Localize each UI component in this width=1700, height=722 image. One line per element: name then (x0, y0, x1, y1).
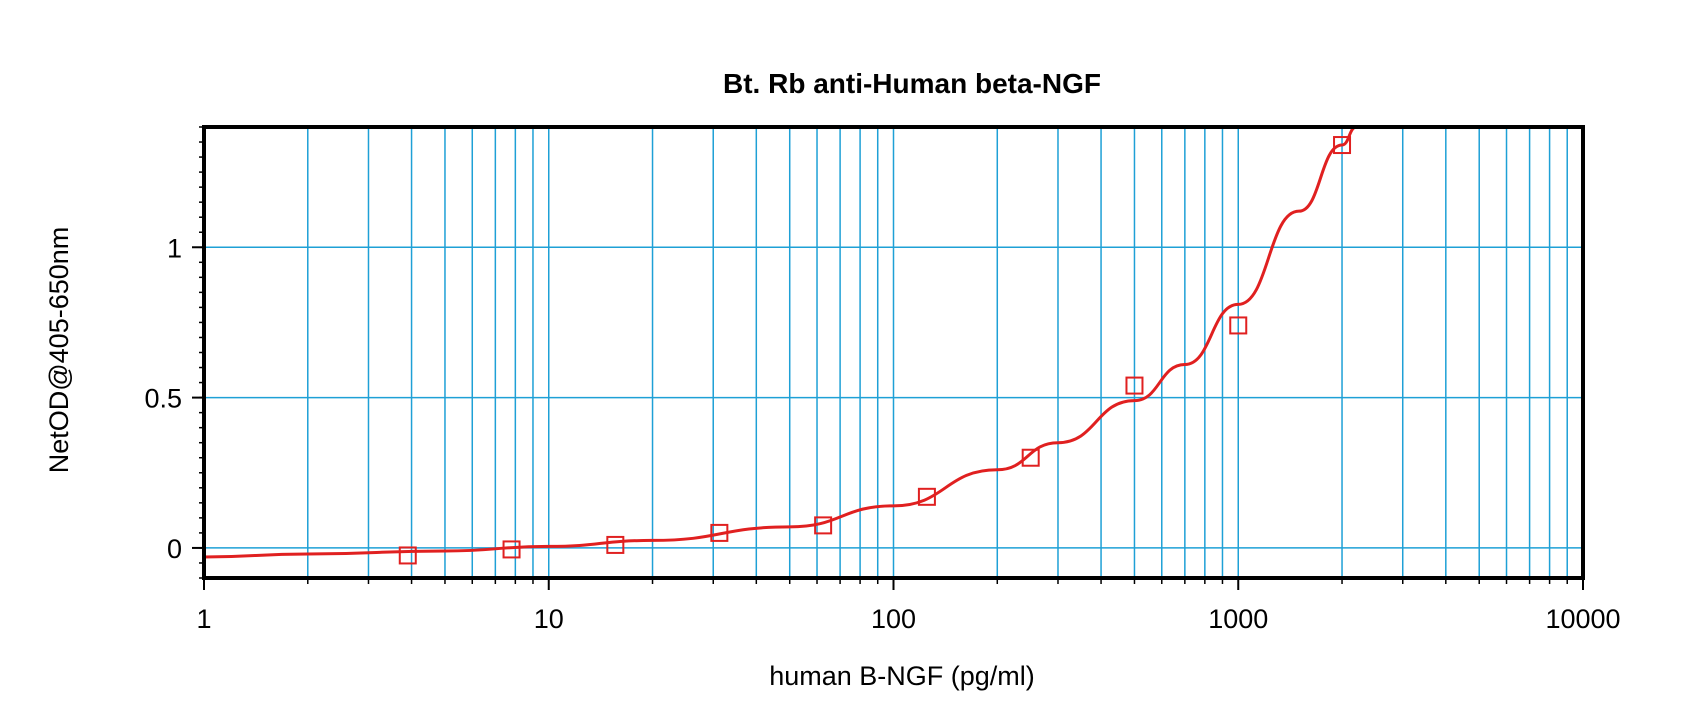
x-tick-label: 1 (196, 604, 211, 634)
fit-curve (204, 127, 1357, 559)
x-axis-label: human B-NGF (pg/ml) (769, 661, 1035, 691)
y-tick-label: 0 (167, 534, 182, 564)
data-point (917, 487, 936, 506)
y-tick-label: 0.5 (144, 384, 182, 414)
data-point (1333, 136, 1352, 155)
data-point (1229, 316, 1248, 335)
data-point (1021, 448, 1040, 467)
x-tick-label: 1000 (1208, 604, 1268, 634)
data-point (710, 523, 729, 542)
x-tick-label: 10 (534, 604, 564, 634)
grid (204, 127, 1583, 578)
data-point (814, 516, 833, 535)
y-tick-label: 1 (167, 233, 182, 263)
plot-area (204, 127, 1357, 565)
chart-title: Bt. Rb anti-Human beta-NGF (723, 68, 1101, 99)
tick-labels: 0 0.5 1 1 10 100 1000 10000 (144, 233, 1620, 634)
data-point (398, 546, 417, 565)
axes (192, 125, 1585, 590)
data-point (606, 535, 625, 554)
x-tick-label: 10000 (1545, 604, 1620, 634)
x-tick-label: 100 (871, 604, 916, 634)
data-point (502, 540, 521, 559)
data-point (1125, 376, 1144, 395)
y-axis-label: NetOD@405-650nm (44, 227, 74, 474)
